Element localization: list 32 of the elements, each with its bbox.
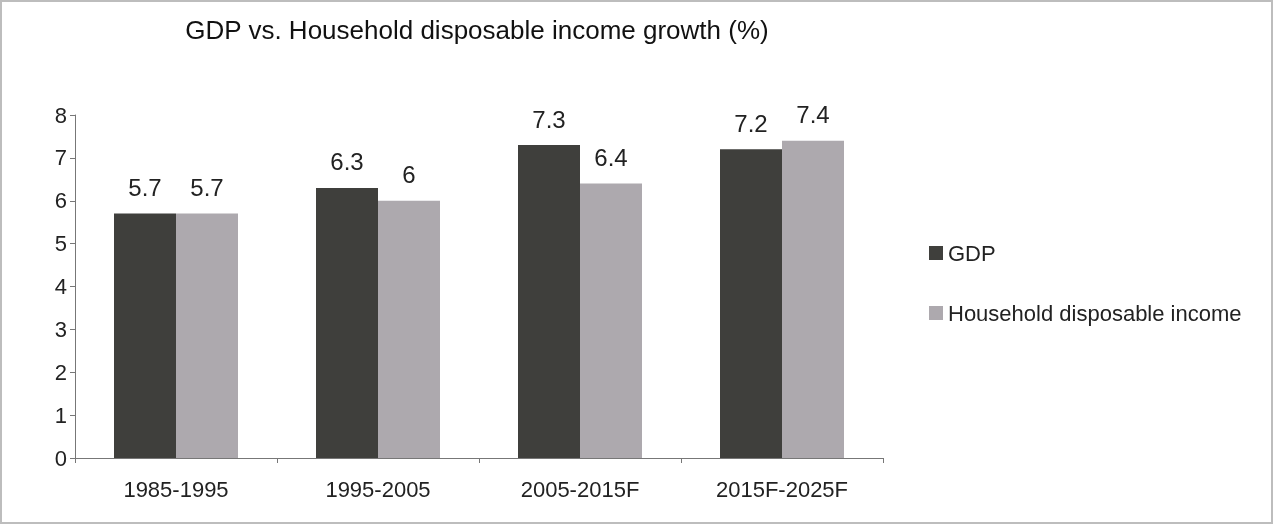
data-label: 7.4: [796, 101, 830, 129]
x-tick-label: 2005-2015F: [520, 476, 640, 502]
bar: [378, 200, 440, 458]
y-tick-label: 3: [54, 316, 67, 342]
y-tick-label: 1: [54, 402, 67, 428]
x-tick-label: 1995-2005: [325, 476, 431, 502]
bar: [518, 145, 580, 458]
chart-title: GDP vs. Household disposable income growth (%): [185, 15, 769, 45]
x-tick-label: 1985-1995: [123, 476, 229, 502]
bar: [316, 187, 378, 458]
data-label: 5.7: [190, 174, 224, 202]
bar: [782, 140, 844, 458]
y-tick-label: 5: [54, 231, 67, 257]
y-tick-label: 0: [54, 445, 67, 471]
y-tick-label: 4: [54, 274, 67, 299]
bar: [580, 183, 642, 458]
bar: [176, 213, 238, 458]
x-tick-label: 2015F-2025F: [715, 476, 849, 502]
data-label: 7.2: [734, 109, 768, 137]
legend-label: Household disposable income: [948, 300, 1242, 326]
data-label: 5.7: [128, 174, 162, 202]
data-label: 6.3: [330, 148, 364, 176]
data-label: 6.4: [594, 144, 628, 172]
legend-label: GDP: [948, 240, 996, 266]
bar: [114, 213, 176, 458]
y-tick-label: 8: [54, 102, 67, 128]
data-label: 6: [402, 161, 416, 189]
y-tick-label: 7: [54, 145, 67, 171]
y-tick-label: 6: [54, 188, 67, 214]
bar: [720, 149, 782, 458]
y-tick-label: 2: [54, 359, 67, 385]
data-label: 7.3: [532, 105, 566, 133]
